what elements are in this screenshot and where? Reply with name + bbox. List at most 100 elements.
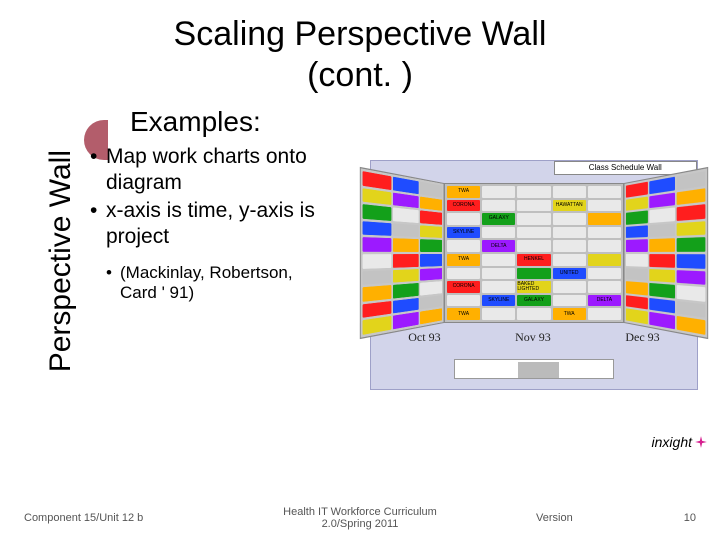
wall-cell <box>553 227 586 239</box>
wall-cell <box>588 213 621 225</box>
slide: Scaling Perspective Wall (cont. ) Exampl… <box>0 0 720 540</box>
footer-center-line1: Health IT Workforce Curriculum <box>283 506 437 518</box>
wall-cell <box>363 270 392 285</box>
title-line2: (cont. ) <box>307 56 413 94</box>
wall-face-center: TWACORONAHAWATTANGALAXYSKYLINEDELTATWAHE… <box>444 183 624 323</box>
wall-cell: GALAXY <box>482 213 515 225</box>
wall-cell <box>676 238 705 252</box>
wall-cell <box>482 281 515 293</box>
wall-cell <box>676 221 705 236</box>
wall-cell <box>420 309 442 325</box>
wall-cell <box>626 281 648 295</box>
wall-cell <box>650 192 675 208</box>
wall-cell <box>393 254 418 267</box>
wall-face-right <box>624 167 708 339</box>
wall-cell <box>676 254 705 268</box>
wall-cell: TWA <box>447 186 480 198</box>
bullet-list: Map work charts onto diagram x-axis is t… <box>84 144 334 253</box>
wall-cell: UNITED <box>553 268 586 280</box>
wall-cell <box>363 254 392 268</box>
wall-cell <box>393 192 418 208</box>
wall-cell <box>676 204 705 220</box>
figure-axis: Oct 93 Nov 93 Dec 93 <box>371 330 697 345</box>
wall-cell: SKYLINE <box>447 227 480 239</box>
wall-cell <box>517 213 550 225</box>
wall-cell: HAWATTAN <box>553 200 586 212</box>
wall-cell <box>650 312 675 329</box>
wall-cell <box>393 312 418 329</box>
wall-cell <box>676 270 705 285</box>
wall-cell: TWA <box>447 308 480 320</box>
wall-cell <box>626 182 648 198</box>
wall-cell <box>588 308 621 320</box>
wall-cell <box>482 308 515 320</box>
wall-cell <box>393 208 418 223</box>
wall-cell <box>626 295 648 310</box>
citation: (Mackinlay, Robertson, Card ' 91) <box>106 263 334 304</box>
wall-cell <box>626 196 648 211</box>
wall-cell <box>553 295 586 307</box>
wall-cell: TWA <box>553 308 586 320</box>
wall-cell <box>420 268 442 281</box>
wall-cell <box>650 239 675 252</box>
wall-cell: CORONA <box>447 281 480 293</box>
wall-cell <box>517 308 550 320</box>
wall-cell <box>553 281 586 293</box>
footer-version: Version <box>536 512 656 524</box>
wall-cell <box>363 171 392 190</box>
wall-cell <box>650 223 675 237</box>
wall-cell: HENKEL <box>517 254 550 266</box>
wall-cell <box>626 268 648 281</box>
wall-cell <box>626 225 648 238</box>
wall-cell <box>517 200 550 212</box>
wall-cell <box>626 240 648 252</box>
wall-cell: DELTA <box>482 240 515 252</box>
wall-cell <box>517 268 550 280</box>
perspective-wall-figure: Class Schedule Wall TWACORONAHAWATTANGAL… <box>370 160 698 390</box>
wall-cell <box>447 240 480 252</box>
wall-cell: TWA <box>447 254 480 266</box>
axis-label-2: Nov 93 <box>515 330 551 345</box>
wall-cell <box>517 227 550 239</box>
inxight-logo: inxight <box>652 434 708 452</box>
wall-cell <box>553 240 586 252</box>
wall-cell <box>363 238 392 252</box>
footer-center-line2: 2.0/Spring 2011 <box>322 518 399 530</box>
wall-cell <box>420 254 442 266</box>
wall-cell <box>676 301 705 318</box>
star-icon <box>694 435 708 452</box>
footer-center: Health IT Workforce Curriculum 2.0/Sprin… <box>184 506 536 530</box>
wall-cell <box>650 298 675 314</box>
wall-cell <box>363 188 392 205</box>
page-title: Scaling Perspective Wall (cont. ) <box>0 0 720 96</box>
wall-cell <box>650 283 675 298</box>
axis-label-3: Dec 93 <box>625 330 659 345</box>
wall-cell <box>588 281 621 293</box>
wall-cell <box>676 188 705 205</box>
wall-cell <box>363 285 392 301</box>
wall-cell <box>482 200 515 212</box>
wall-cell <box>517 186 550 198</box>
wall-cell <box>420 225 442 238</box>
content-column: Map work charts onto diagram x-axis is t… <box>84 144 334 304</box>
wall-cell <box>393 223 418 237</box>
axis-label-1: Oct 93 <box>408 330 440 345</box>
wall-cell: GALAXY <box>517 295 550 307</box>
wall-cell <box>676 171 705 190</box>
wall-cell <box>420 182 442 198</box>
wall-cell <box>588 240 621 252</box>
wall-cell <box>588 200 621 212</box>
wall-cell <box>482 227 515 239</box>
wall-cell <box>650 177 675 194</box>
wall-cell <box>482 186 515 198</box>
wall-cell <box>517 240 550 252</box>
wall-cell <box>420 240 442 252</box>
figure-minimap <box>454 359 614 379</box>
citation-list: (Mackinlay, Robertson, Card ' 91) <box>84 263 334 304</box>
wall-cell <box>420 295 442 310</box>
wall-cell <box>650 269 675 283</box>
wall-cell <box>393 298 418 314</box>
wall-cell <box>420 196 442 211</box>
wall-cell <box>553 186 586 198</box>
wall-cell <box>420 211 442 225</box>
